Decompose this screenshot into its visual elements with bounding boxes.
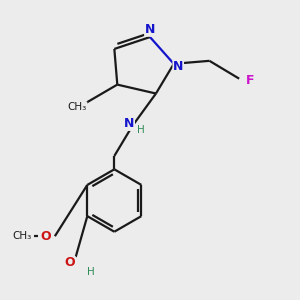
Text: CH₃: CH₃ bbox=[68, 102, 87, 112]
Text: H: H bbox=[136, 125, 144, 135]
Text: CH₃: CH₃ bbox=[13, 231, 32, 241]
Text: N: N bbox=[124, 117, 134, 130]
Text: N: N bbox=[173, 60, 183, 73]
Text: H: H bbox=[87, 267, 94, 277]
Text: F: F bbox=[246, 74, 255, 87]
Text: O: O bbox=[41, 230, 51, 243]
Text: O: O bbox=[64, 256, 75, 269]
Text: N: N bbox=[145, 23, 155, 36]
